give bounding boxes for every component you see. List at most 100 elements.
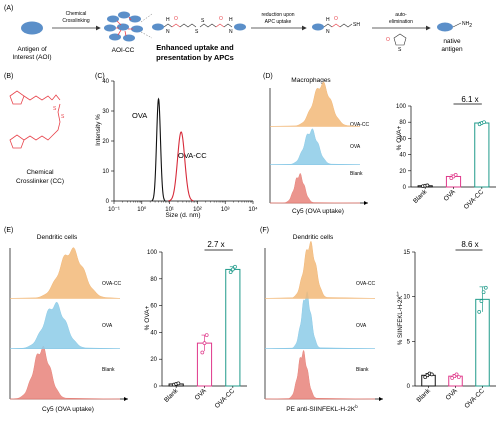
crosslinker-s-2: S [61, 114, 65, 120]
panel-f-hist-label-ovacc: OVA-CC [356, 281, 375, 287]
panelF-histogram-ova [264, 290, 376, 349]
panel-c-x-tick-label: 10² [193, 207, 202, 213]
panelE-bar-x-label-ova-cc: OVA-CC [214, 387, 237, 410]
cyclic-byproduct-structure: S O [386, 33, 407, 53]
panelF-point-ova [454, 372, 459, 377]
panelD-point-blank [425, 183, 430, 188]
panel-c-y-tick-label: 20 [102, 139, 109, 145]
aoi-cc-label: AOI-CC [112, 47, 135, 54]
panel-c-x-tick-label: 10¹ [165, 207, 174, 213]
panelE-point-ova-cc [230, 267, 235, 272]
panelF-bar-x-label-ova: OVA [445, 387, 460, 402]
panelE-point-blank [176, 381, 181, 386]
panel-c-x-tick-label: 10⁴ [248, 206, 258, 213]
panel-c-y-tick-label: 30 [102, 109, 109, 115]
panelD-bar-y-tick-label: 0 [403, 185, 407, 191]
panelF-histogram-ovacc [264, 240, 376, 299]
panel-f-hist-label-blank: Blank [356, 367, 369, 373]
thiol-n: N [326, 29, 330, 35]
panel-d-title: Macrophages [291, 77, 331, 84]
panelF-bar-x-label-blank: Blank [415, 387, 432, 404]
arrow3-label-line2: elimination [389, 19, 413, 25]
arrow2-label-line1: reduction upon [261, 12, 294, 18]
linker-s-2: S [201, 18, 205, 24]
panel-d-fold-change: 6.1 x [461, 95, 478, 104]
native-antigen-line2: antigen [441, 46, 463, 53]
linker-n-right: N [229, 29, 233, 35]
panel-c: (C) Intensity % Size (d. nm) OVA OVA-CC … [95, 73, 258, 219]
crosslinker-s-1: S [53, 106, 57, 112]
panel-b-letter: (B) [4, 73, 13, 80]
panelF-point-ova-cc [483, 285, 488, 290]
panelF-bar-y-tick-label: 5 [407, 339, 411, 345]
panel-c-xlabel: Size (d. nm) [165, 212, 200, 219]
panelF-point-blank [429, 372, 434, 377]
panelE-point-ova [200, 350, 205, 355]
panel-d-xlabel: Cy5 (OVA uptake) [292, 208, 344, 215]
panel-c-x-tick-label: 10⁰ [137, 206, 147, 213]
panelD-bar-y-tick-label: 20 [399, 169, 406, 175]
panelE-bar-x-label-ova: OVA [194, 387, 209, 402]
panel-e-xlabel: Cy5 (OVA uptake) [42, 406, 94, 413]
panel-c-series-line-ovacc [168, 131, 194, 202]
panel-e-fold-change: 2.7 x [207, 240, 224, 249]
arrow3-label-line1: auto- [395, 12, 407, 18]
panel-c-y-tick-label: 40 [102, 79, 109, 85]
panel-c-letter: (C) [95, 73, 105, 80]
panelD-histogram-blank [269, 173, 361, 204]
panelD-bar-ova-cc [474, 122, 490, 188]
panelD-bar-y-tick-label: 60 [399, 136, 406, 142]
native-antigen-shape [437, 22, 453, 32]
enhanced-uptake-line1: Enhanced uptake and [156, 43, 234, 52]
panel-c-y-tick-label: 10 [102, 169, 109, 175]
panelE-bar-y-tick-label: 20 [150, 357, 157, 363]
byproduct-o: O [386, 37, 390, 43]
panelD-bar-y-tick-label: 80 [399, 120, 406, 126]
zoom-dash-bottom [140, 31, 153, 39]
panel-f: (F) Dendritic cells PE anti-SIINFEKL-H-2… [260, 227, 496, 413]
panel-b: (B) S S Chemical Crosslinker (CC) [4, 73, 65, 185]
panelE-bar-y-tick-label: 100 [147, 250, 158, 256]
panelD-histogram-ova [269, 128, 361, 165]
panel-f-bar-ylabel: % SIINFEKL-H-2Kb+ [395, 290, 404, 345]
panel-e-letter: (E) [4, 227, 13, 234]
panelD-hist-x-arrow [364, 201, 368, 205]
antigen-label-line1: Antigen of [17, 46, 46, 53]
panel-c-x-tick-label: 10³ [221, 207, 230, 213]
panel-c-label-ova: OVA [132, 111, 147, 120]
panel-f-xlabel: PE anti-SIINFEKL-H-2Kb [286, 404, 358, 413]
panelE-hist-x-arrow [124, 397, 128, 401]
panelF-bar-y-tick-label: 15 [403, 250, 410, 256]
byproduct-s: S [398, 47, 402, 53]
panelD-bar-x-label-ova-cc: OVA-CC [463, 188, 486, 211]
panel-d-hist-label-ova: OVA [350, 144, 361, 150]
panelE-bar-ova-cc [225, 268, 241, 387]
antigen-label-line2: Interest (AOI) [12, 54, 51, 61]
panelF-point-ova-cc [479, 299, 484, 303]
panel-d-hist-label-blank: Blank [350, 171, 363, 177]
panelE-point-ova [202, 341, 207, 345]
thiol-h: H [326, 17, 330, 23]
panel-c-x-tick-label: 10⁻¹ [108, 207, 120, 213]
crosslinker-structure [9, 90, 61, 149]
disulfide-linker-structure: N H O S S O H N [152, 16, 246, 35]
panelE-point-ova [204, 333, 209, 337]
linker-o-left: O [174, 16, 178, 22]
panel-e-title: Dendritic cells [37, 234, 78, 241]
panelF-point-ova [456, 375, 461, 379]
panelE-bar-y-tick-label: 0 [154, 384, 158, 390]
linker-o-right: O [219, 16, 223, 22]
panelE-histogram-ovacc [9, 247, 121, 299]
panelE-bar-x-label-blank: Blank [163, 387, 180, 404]
panelE-bar-y-tick-label: 80 [150, 277, 157, 283]
arrow1-label-line2: Crosslinking [62, 18, 89, 24]
panelD-bar-x-label-ova: OVA [443, 188, 458, 203]
panel-d-hist-label-ovacc: OVA-CC [350, 122, 369, 128]
panelD-bar-y-tick-label: 100 [396, 104, 407, 110]
linker-h-left: H [166, 17, 170, 23]
panelD-bar-x-label-blank: Blank [412, 188, 429, 205]
panelD-bar-y-tick-label: 40 [399, 153, 406, 159]
panelE-bar-y-tick-label: 60 [150, 304, 157, 310]
linker-h-right: H [229, 17, 233, 23]
